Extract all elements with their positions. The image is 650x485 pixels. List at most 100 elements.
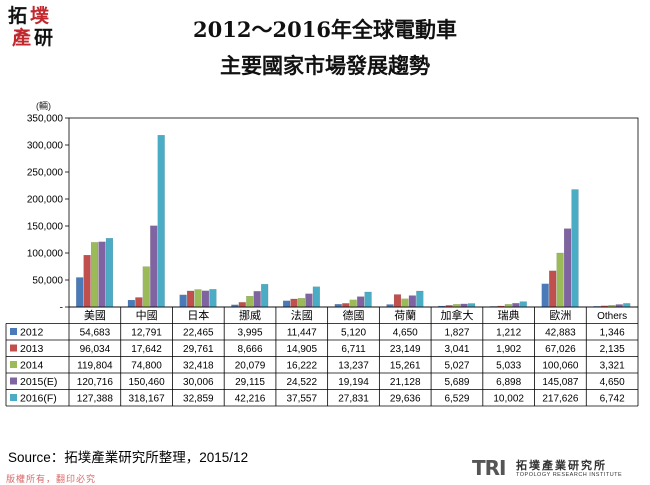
y-tick-label: 50,000 [32, 276, 63, 287]
bar-chart: - 50,000 100,000 150,000 200,000 250,000 300,0… [5, 114, 639, 407]
legend-swatch [10, 344, 17, 352]
bar [342, 303, 350, 308]
legend-label: 2015(E) [20, 376, 57, 388]
bar [76, 277, 84, 308]
bar [201, 290, 210, 308]
category-label: 法國 [291, 308, 313, 322]
data-label: 42,883 [545, 328, 576, 339]
bar [105, 238, 114, 308]
data-label: 6,898 [496, 377, 521, 388]
tri-logo-name-en: TOPOLOGY RESEARCH INSTITUTE [516, 472, 623, 478]
legend-label: 2014 [20, 360, 44, 372]
copyright-note: 版權所有，翻印必究 [6, 474, 97, 484]
data-label: 3,321 [600, 361, 625, 372]
data-label: 8,666 [238, 344, 263, 355]
bar [157, 135, 165, 308]
data-label: 1,346 [600, 328, 625, 339]
data-label: 6,742 [600, 394, 625, 405]
bar [401, 298, 409, 308]
logo-char: 研 [34, 27, 54, 49]
category-label: 瑞典 [498, 308, 520, 322]
chart-title-line-2: 主要國家市場發展趨勢 [220, 53, 430, 78]
data-label: 74,800 [131, 361, 162, 372]
tri-logo-mark: TRI [472, 456, 506, 480]
y-tick-label: 150,000 [27, 222, 64, 233]
legend-swatch [10, 361, 17, 368]
bar [186, 290, 195, 308]
data-label: 100,060 [542, 361, 579, 372]
category-label: 德國 [343, 308, 365, 322]
data-label: 17,642 [131, 344, 162, 355]
tri-logo: TRI 拓墣產業研究所 TOPOLOGY RESEARCH INSTITUTE [472, 456, 642, 484]
legend-label: 2016(F) [20, 393, 57, 405]
bar [549, 270, 557, 308]
bar [297, 298, 306, 308]
y-tick-label: 350,000 [27, 114, 64, 125]
data-label: 24,522 [286, 377, 317, 388]
tri-logo-name-cn: 拓墣產業研究所 [516, 460, 607, 472]
category-label: 美國 [84, 309, 106, 322]
bar [238, 302, 246, 308]
legend-swatch [10, 328, 17, 335]
data-label: 6,711 [341, 344, 366, 355]
category-label: 中國 [136, 309, 158, 322]
data-label: 1,902 [496, 344, 521, 355]
bar [83, 254, 91, 308]
data-label: 119,804 [77, 361, 113, 372]
bar [349, 299, 357, 308]
bar [209, 289, 217, 308]
bar [312, 286, 320, 308]
bar [364, 291, 372, 308]
data-label: 16,222 [286, 361, 317, 372]
data-label: 29,115 [235, 377, 265, 388]
data-label: 54,683 [80, 328, 111, 339]
data-label: 1,212 [496, 328, 521, 339]
y-tick-label: 200,000 [27, 195, 64, 206]
y-tick-label: 250,000 [27, 168, 64, 179]
data-label: 120,716 [77, 377, 114, 388]
bar [253, 291, 261, 308]
category-label: Others [597, 311, 627, 322]
data-label: 19,194 [338, 377, 369, 388]
data-label: 5,689 [444, 377, 469, 388]
data-label: 11,447 [287, 328, 317, 339]
data-label: 4,650 [600, 377, 625, 388]
data-label: 22,465 [183, 328, 214, 339]
chart-title-line-1: 2012～2016年全球電動車 [193, 17, 457, 42]
legend-label: 2013 [20, 343, 44, 355]
bar [246, 296, 254, 308]
data-label: 20,079 [235, 361, 266, 372]
bar [408, 295, 416, 308]
bar [261, 284, 269, 308]
category-label: 日本 [187, 308, 209, 322]
bar [571, 189, 579, 308]
logo-char: 墣 [30, 5, 50, 27]
data-label: 127,388 [77, 394, 114, 405]
bar [416, 290, 424, 308]
source-note: Source：拓墣產業研究所整理，2015/12 [8, 450, 249, 465]
data-label: 21,128 [390, 377, 421, 388]
bar [504, 304, 512, 308]
data-label: 5,027 [444, 361, 469, 372]
legend-label: 2012 [20, 327, 44, 339]
legend-swatch [10, 394, 17, 401]
data-label: 27,831 [338, 394, 369, 405]
bar [541, 283, 549, 308]
data-label: 37,557 [286, 394, 317, 405]
data-label: 32,418 [183, 361, 214, 372]
bar [512, 303, 520, 308]
category-label: 加拿大 [440, 308, 473, 322]
data-label: 42,216 [235, 394, 266, 405]
bar [150, 225, 158, 308]
data-label: 4,650 [393, 328, 418, 339]
data-label: 23,149 [390, 344, 421, 355]
category-label: 挪威 [239, 308, 261, 322]
data-label: 3,995 [238, 328, 263, 339]
data-label: 10,002 [493, 394, 524, 405]
bar [290, 298, 298, 308]
bar [357, 296, 365, 308]
bar [467, 303, 476, 308]
bar [305, 293, 313, 308]
logo-char: 拓 [8, 5, 28, 27]
data-label: 29,761 [183, 344, 214, 355]
